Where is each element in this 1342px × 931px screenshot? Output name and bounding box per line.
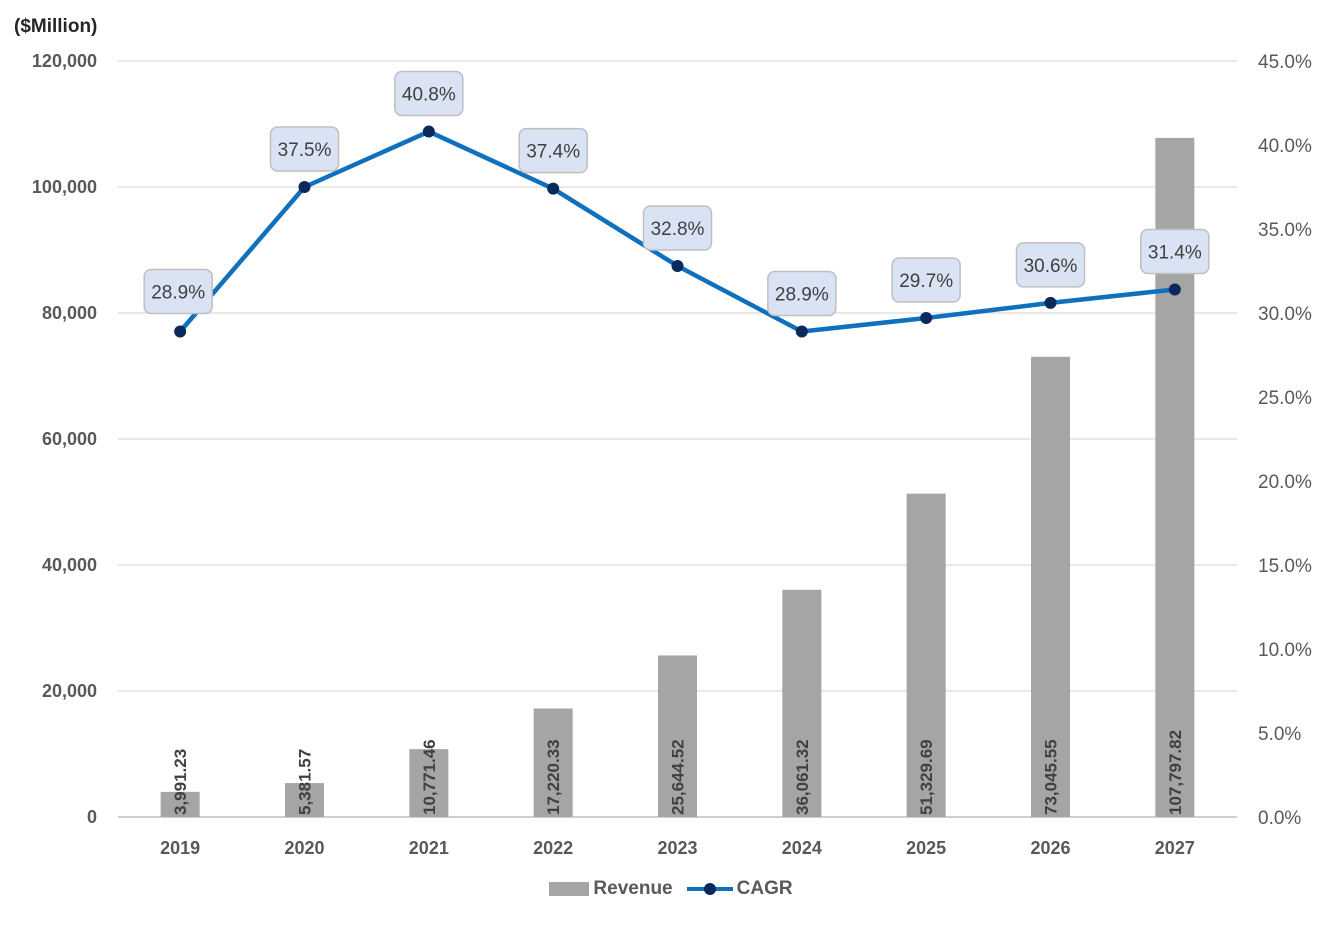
legend-item-revenue: Revenue	[549, 878, 673, 900]
cagr-marker	[298, 181, 311, 193]
cagr-label-box	[518, 127, 588, 174]
cagr-data-label: 40.8%	[402, 85, 456, 106]
bar-data-label: 36,061.32	[793, 739, 812, 815]
cagr-data-label: 32.8%	[651, 219, 705, 240]
y-right-tick-label: 10.0%	[1258, 640, 1312, 661]
y-left-tick-label: 80,000	[42, 303, 97, 323]
bar-data-label: 25,644.52	[669, 739, 688, 815]
legend-label-cagr: CAGR	[736, 878, 793, 899]
bar-data-label: 5,381.57	[296, 749, 315, 815]
bar-revenue	[285, 783, 324, 817]
x-tick-label: 2023	[657, 838, 697, 858]
bar-data-label: 73,045.55	[1042, 739, 1061, 815]
x-tick-label: 2026	[1030, 838, 1070, 858]
cagr-label-box	[143, 268, 213, 315]
y-right-tick-label: 15.0%	[1258, 556, 1312, 577]
x-tick-label: 2025	[906, 838, 946, 858]
cagr-data-label: 31.4%	[1148, 242, 1202, 263]
x-tick-label: 2024	[782, 838, 822, 858]
bar-data-label: 10,771.46	[420, 739, 439, 815]
cagr-marker	[547, 182, 560, 195]
x-tick-label: 2019	[160, 838, 200, 858]
cagr-label-box	[891, 257, 961, 303]
y-right-tick-label: 25.0%	[1258, 388, 1312, 409]
bar-revenue	[1031, 356, 1070, 817]
cagr-label-box	[642, 205, 713, 251]
bar-revenue	[782, 589, 822, 817]
bar-revenue	[658, 655, 697, 817]
y-left-tick-label: 0	[87, 807, 97, 827]
y-left-tick-label: 100,000	[32, 177, 97, 197]
bar-data-label: 51,329.69	[917, 739, 936, 815]
bar-revenue	[409, 749, 449, 817]
y-left-tick-label: 60,000	[42, 429, 97, 449]
y-left-tick-label: 20,000	[42, 681, 97, 701]
cagr-marker	[671, 259, 684, 272]
bar-revenue	[160, 791, 200, 817]
chart-legend: Revenue CAGR	[0, 878, 1342, 900]
cagr-marker	[1044, 296, 1057, 309]
cagr-label-box	[1140, 228, 1210, 275]
legend-item-cagr: CAGR	[686, 878, 793, 900]
y-right-tick-label: 20.0%	[1258, 472, 1312, 493]
x-tick-label: 2022	[533, 838, 573, 858]
x-tick-label: 2027	[1155, 838, 1195, 858]
y-axis-unit-label: ($Million)	[14, 16, 98, 37]
y-right-tick-label: 5.0%	[1258, 724, 1301, 745]
bar-data-label: 17,220.33	[544, 739, 563, 815]
cagr-data-label: 30.6%	[1024, 256, 1078, 277]
cagr-data-label: 28.9%	[775, 284, 829, 305]
bar-data-label: 3,991.23	[171, 749, 190, 815]
cagr-label-box	[394, 70, 464, 117]
cagr-marker	[174, 325, 187, 338]
cagr-data-label: 37.4%	[526, 142, 580, 163]
cagr-marker	[1168, 283, 1181, 296]
bar-revenue	[533, 708, 573, 817]
y-right-tick-label: 40.0%	[1258, 136, 1312, 157]
cagr-label-box	[1015, 242, 1086, 288]
cagr-data-label: 29.7%	[899, 271, 953, 292]
cagr-data-label: 37.5%	[278, 140, 332, 161]
y-left-tick-label: 120,000	[32, 51, 97, 71]
cagr-label-box	[767, 270, 837, 317]
cagr-marker	[920, 312, 933, 325]
legend-swatch-revenue	[549, 882, 590, 896]
bar-data-label: 107,797.82	[1166, 730, 1185, 815]
y-right-tick-label: 35.0%	[1258, 220, 1312, 241]
legend-swatch-cagr	[686, 882, 733, 896]
y-right-tick-label: 0.0%	[1258, 808, 1301, 829]
bar-revenue	[906, 493, 946, 817]
legend-label-revenue: Revenue	[593, 878, 673, 899]
cagr-marker	[795, 325, 808, 338]
x-tick-label: 2020	[284, 838, 324, 858]
cagr-marker	[422, 125, 435, 138]
y-right-tick-label: 45.0%	[1258, 52, 1312, 73]
cagr-label-box	[269, 126, 340, 172]
y-left-tick-label: 40,000	[42, 555, 97, 575]
x-tick-label: 2021	[409, 838, 449, 858]
cagr-data-label: 28.9%	[151, 282, 205, 303]
y-right-tick-label: 30.0%	[1258, 304, 1312, 325]
